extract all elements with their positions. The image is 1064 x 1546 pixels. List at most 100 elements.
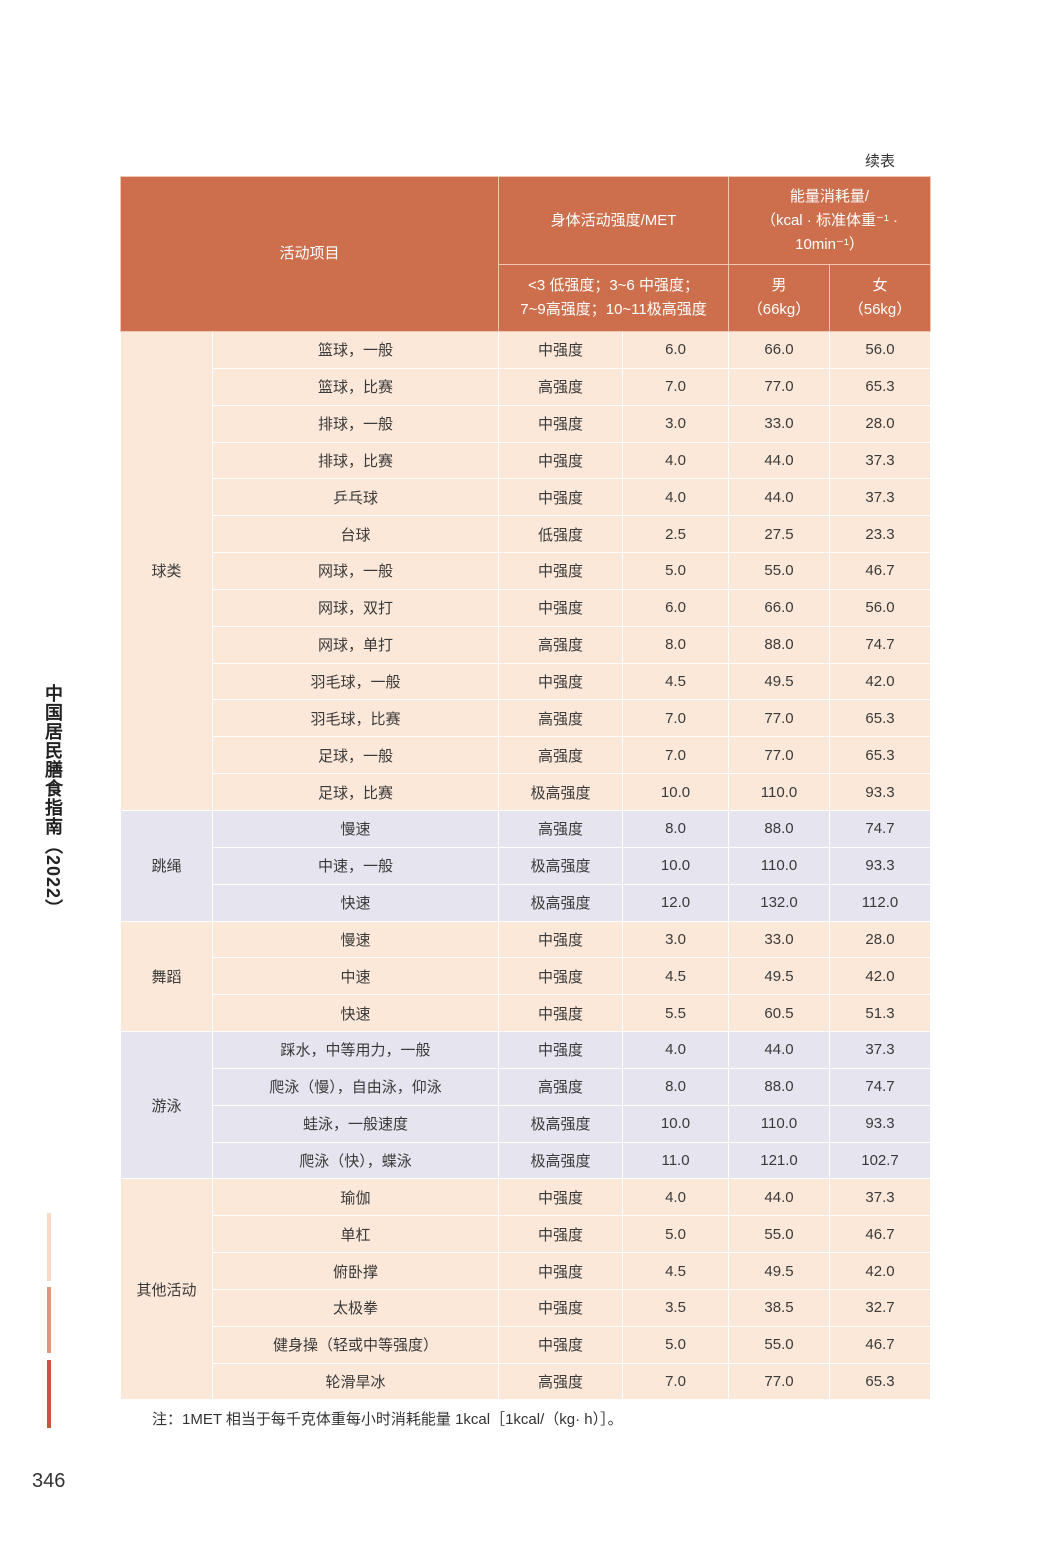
male-cell: 55.0 [728,552,831,590]
female-cell: 46.7 [829,552,932,590]
female-cell: 42.0 [829,1252,932,1290]
female-cell: 65.3 [829,367,932,406]
table-row: 足球，一般 高强度 7.0 77.0 65.3 [121,736,932,775]
met-cell: 3.5 [622,1288,730,1327]
met-cell: 11.0 [622,1141,730,1180]
header-met-scale: <3 低强度；3~6 中强度； 7~9高强度；10~11极高强度 [498,264,730,332]
female-cell: 23.3 [829,515,932,554]
activity-cell: 台球 [211,515,500,554]
met-cell: 12.0 [622,883,730,922]
table-row: 羽毛球，比赛 高强度 7.0 77.0 65.3 [121,699,932,738]
female-cell: 51.3 [829,994,932,1033]
table-row: 快速 极高强度 12.0 132.0 112.0 [121,883,932,922]
intensity-cell: 中强度 [498,1215,624,1254]
table-row: 太极拳 中强度 3.5 38.5 32.7 [121,1288,932,1327]
intensity-cell: 中强度 [498,331,624,369]
intensity-cell: 高强度 [498,1362,624,1401]
intensity-cell: 极高强度 [498,1104,624,1143]
met-cell: 8.0 [622,809,730,848]
male-cell: 88.0 [728,1067,831,1106]
header-energy: 能量消耗量/ （kcal · 标准体重⁻¹ · 10min⁻¹） [728,176,932,265]
activity-cell: 俯卧撑 [211,1252,500,1290]
intensity-cell: 低强度 [498,515,624,554]
intensity-cell: 中强度 [498,441,624,480]
female-cell: 37.3 [829,1031,932,1069]
energy-expenditure-table: 活动项目 身体活动强度/MET 能量消耗量/ （kcal · 标准体重⁻¹ · … [119,176,932,1401]
met-cell: 4.5 [622,957,730,996]
activity-cell: 快速 [211,883,500,922]
table-header: 活动项目 身体活动强度/MET 能量消耗量/ （kcal · 标准体重⁻¹ · … [119,176,932,332]
table-row: 台球 低强度 2.5 27.5 23.3 [121,515,932,554]
table-row: 排球，一般 中强度 3.0 33.0 28.0 [121,404,932,443]
header-met-scale-line1: <3 低强度；3~6 中强度； [528,277,699,294]
met-cell: 6.0 [622,588,730,627]
male-cell: 121.0 [728,1141,831,1180]
table-note: 注：1MET 相当于每千克体重每小时消耗能量 1kcal［1kcal/（kg· … [152,1411,623,1428]
header-activity: 活动项目 [119,176,500,332]
intensity-cell: 中强度 [498,1325,624,1364]
male-cell: 44.0 [728,1031,831,1069]
table-row: 舞蹈 慢速 中强度 3.0 33.0 28.0 [120,920,932,1033]
met-cell: 4.0 [622,441,730,480]
male-cell: 110.0 [728,846,831,885]
male-cell: 38.5 [728,1288,831,1327]
met-cell: 4.5 [622,1252,730,1290]
intensity-cell: 中强度 [498,478,624,517]
table-group: 其他活动 瑜伽 中强度 4.0 44.0 37.3 单杠 中强度 5.0 55.0 46.7 俯卧撑中… [120,1178,932,1401]
intensity-cell: 高强度 [498,736,624,775]
book-side-title: 中国居民膳食指南（2022） [43,684,63,919]
intensity-cell: 中强度 [498,1178,624,1217]
female-cell: 74.7 [829,625,932,664]
category-cell: 球类 [120,331,213,811]
header-energy-line2: （kcal · 标准体重⁻¹ · [760,211,899,229]
table-row: 中速 中强度 4.5 49.5 42.0 [121,957,932,996]
male-cell: 110.0 [728,773,831,811]
header-male-line1: 男 [771,277,787,294]
female-cell: 93.3 [829,1104,932,1143]
male-cell: 44.0 [728,478,831,517]
table-row: 其他活动 瑜伽 中强度 4.0 44.0 37.3 [120,1178,932,1401]
activity-cell: 足球，比赛 [211,773,500,811]
male-cell: 66.0 [728,331,831,369]
female-cell: 65.3 [829,736,932,775]
activity-cell: 慢速 [211,920,500,959]
intensity-cell: 中强度 [498,957,624,996]
table-row: 网球，一般 中强度 5.0 55.0 46.7 [121,552,932,590]
intensity-cell: 中强度 [498,920,624,959]
intensity-cell: 高强度 [498,367,624,406]
met-cell: 4.0 [622,478,730,517]
female-cell: 46.7 [829,1325,932,1364]
intensity-cell: 极高强度 [498,773,624,811]
table-group: 球类 篮球，一般 中强度 6.0 66.0 56.0 篮球，比赛 高强度 7.0 77.0 65.3… [120,331,932,811]
met-cell: 5.5 [622,994,730,1033]
activity-cell: 羽毛球，一般 [211,662,500,701]
intensity-cell: 高强度 [498,809,624,848]
female-cell: 74.7 [829,1067,932,1106]
activity-cell: 网球，一般 [211,552,500,590]
female-cell: 28.0 [829,920,932,959]
met-cell: 8.0 [622,1067,730,1106]
male-cell: 88.0 [728,809,831,848]
header-female-line1: 女 [872,277,888,294]
female-cell: 42.0 [829,662,932,701]
activity-cell: 慢速 [211,809,500,848]
header-female: 女 （56kg） [829,264,932,332]
female-cell: 112.0 [829,883,932,922]
male-cell: 55.0 [728,1325,831,1364]
intensity-cell: 中强度 [498,1031,624,1069]
table-row: 排球，比赛 中强度 4.0 44.0 37.3 [121,441,932,480]
header-energy-line3: 10min⁻¹） [795,235,864,253]
activity-cell: 篮球，一般 [211,331,500,369]
met-cell: 5.0 [622,1325,730,1364]
male-cell: 49.5 [728,1252,831,1290]
activity-cell: 羽毛球，比赛 [211,699,500,738]
intensity-cell: 中强度 [498,662,624,701]
intensity-cell: 高强度 [498,699,624,738]
met-cell: 7.0 [622,367,730,406]
male-cell: 49.5 [728,662,831,701]
table-row: 爬泳（快），蝶泳 极高强度 11.0 121.0 102.7 [121,1141,932,1180]
male-cell: 33.0 [728,404,831,443]
male-cell: 55.0 [728,1215,831,1254]
intensity-cell: 极高强度 [498,883,624,922]
male-cell: 44.0 [728,441,831,480]
